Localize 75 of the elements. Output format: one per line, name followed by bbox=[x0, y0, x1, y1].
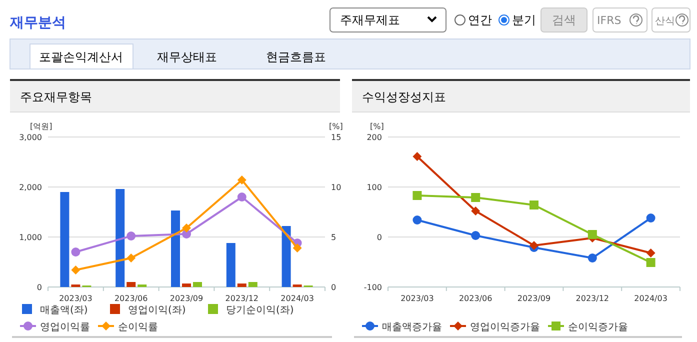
y2-tick-label: 0 bbox=[331, 283, 336, 292]
y-tick-label: 0 bbox=[376, 233, 382, 242]
x-tick-label: 2023/09 bbox=[170, 294, 204, 303]
y-tick-label: 0 bbox=[36, 283, 42, 292]
chart-title: 수익성장성지표 bbox=[362, 90, 446, 104]
text: IFRS bbox=[597, 14, 622, 27]
point bbox=[182, 224, 191, 232]
point bbox=[646, 214, 656, 222]
point bbox=[530, 200, 538, 210]
bar bbox=[226, 243, 236, 287]
y-tick-label: 3,000 bbox=[19, 133, 42, 142]
bar bbox=[193, 282, 202, 287]
point bbox=[588, 230, 597, 239]
point bbox=[237, 176, 246, 184]
text: 포괄손익계산서 bbox=[39, 50, 123, 64]
x-tick-label: 2024/03 bbox=[634, 294, 668, 303]
point bbox=[71, 266, 80, 274]
y-tick-label: 100 bbox=[366, 183, 382, 192]
bar bbox=[116, 189, 125, 287]
point bbox=[646, 248, 656, 258]
point bbox=[471, 206, 480, 216]
legend-label: 순이익증가율 bbox=[568, 322, 628, 333]
bar bbox=[126, 282, 136, 287]
legend-label: 매출액증가율 bbox=[382, 322, 442, 333]
bar bbox=[237, 284, 246, 287]
legend-label: 순이익률 bbox=[118, 322, 158, 333]
bar bbox=[182, 284, 191, 287]
y-tick-label: 1,000 bbox=[19, 233, 42, 242]
text: 연간 bbox=[468, 13, 492, 27]
x-tick-label: 2023/06 bbox=[458, 294, 492, 303]
legend-label: 영업이익률 bbox=[40, 322, 90, 333]
y2-tick-label: 5 bbox=[331, 233, 336, 242]
x-tick-label: 2023/06 bbox=[114, 294, 148, 303]
y-axis-title: [%] bbox=[370, 122, 384, 131]
bar bbox=[282, 226, 291, 287]
text: 재무분석 bbox=[9, 15, 66, 31]
text: 분기 bbox=[512, 13, 536, 27]
legend-label: 매출액(좌) bbox=[40, 305, 88, 316]
dropdown-field: 주재무제표 bbox=[330, 8, 446, 32]
point bbox=[71, 248, 80, 256]
x-tick-label: 2023/12 bbox=[225, 294, 259, 303]
point bbox=[412, 191, 422, 200]
point bbox=[126, 254, 136, 262]
x-tick-label: 2023/12 bbox=[576, 294, 610, 303]
text: 현금흐름표 bbox=[266, 50, 326, 64]
y-tick-label: 200 bbox=[366, 133, 382, 142]
point bbox=[412, 216, 422, 224]
chart-title: 주요재무항목 bbox=[20, 90, 92, 104]
y2-tick-label: 15 bbox=[331, 133, 342, 142]
point bbox=[471, 231, 480, 240]
text: 재무상태표 bbox=[157, 50, 217, 64]
bar bbox=[248, 282, 258, 287]
y-axis-title: [억원] bbox=[30, 122, 52, 131]
point bbox=[412, 152, 422, 161]
point bbox=[471, 193, 480, 202]
point bbox=[646, 258, 656, 267]
point bbox=[292, 244, 302, 252]
bar bbox=[171, 210, 180, 287]
y2-axis-title: [%] bbox=[329, 122, 343, 131]
y2-tick-label: 10 bbox=[331, 183, 342, 192]
point bbox=[588, 254, 597, 262]
x-tick-label: 2024/03 bbox=[280, 294, 314, 303]
x-tick-label: 2023/09 bbox=[517, 294, 551, 303]
text: 산식 bbox=[655, 16, 675, 27]
y-tick-label: 2,000 bbox=[19, 183, 42, 192]
bar bbox=[60, 192, 70, 287]
y-tick-label: -100 bbox=[364, 283, 382, 292]
x-tick-label: 2023/03 bbox=[400, 294, 434, 303]
point bbox=[126, 232, 136, 240]
x-tick-label: 2023/03 bbox=[59, 294, 92, 303]
point bbox=[237, 192, 246, 202]
legend-label: 영업이익(좌) bbox=[128, 305, 186, 316]
text: 검색 bbox=[552, 13, 576, 27]
legend-label: 영업이익증가율 bbox=[470, 322, 540, 333]
legend-label: 당기순이익(좌) bbox=[226, 305, 294, 316]
